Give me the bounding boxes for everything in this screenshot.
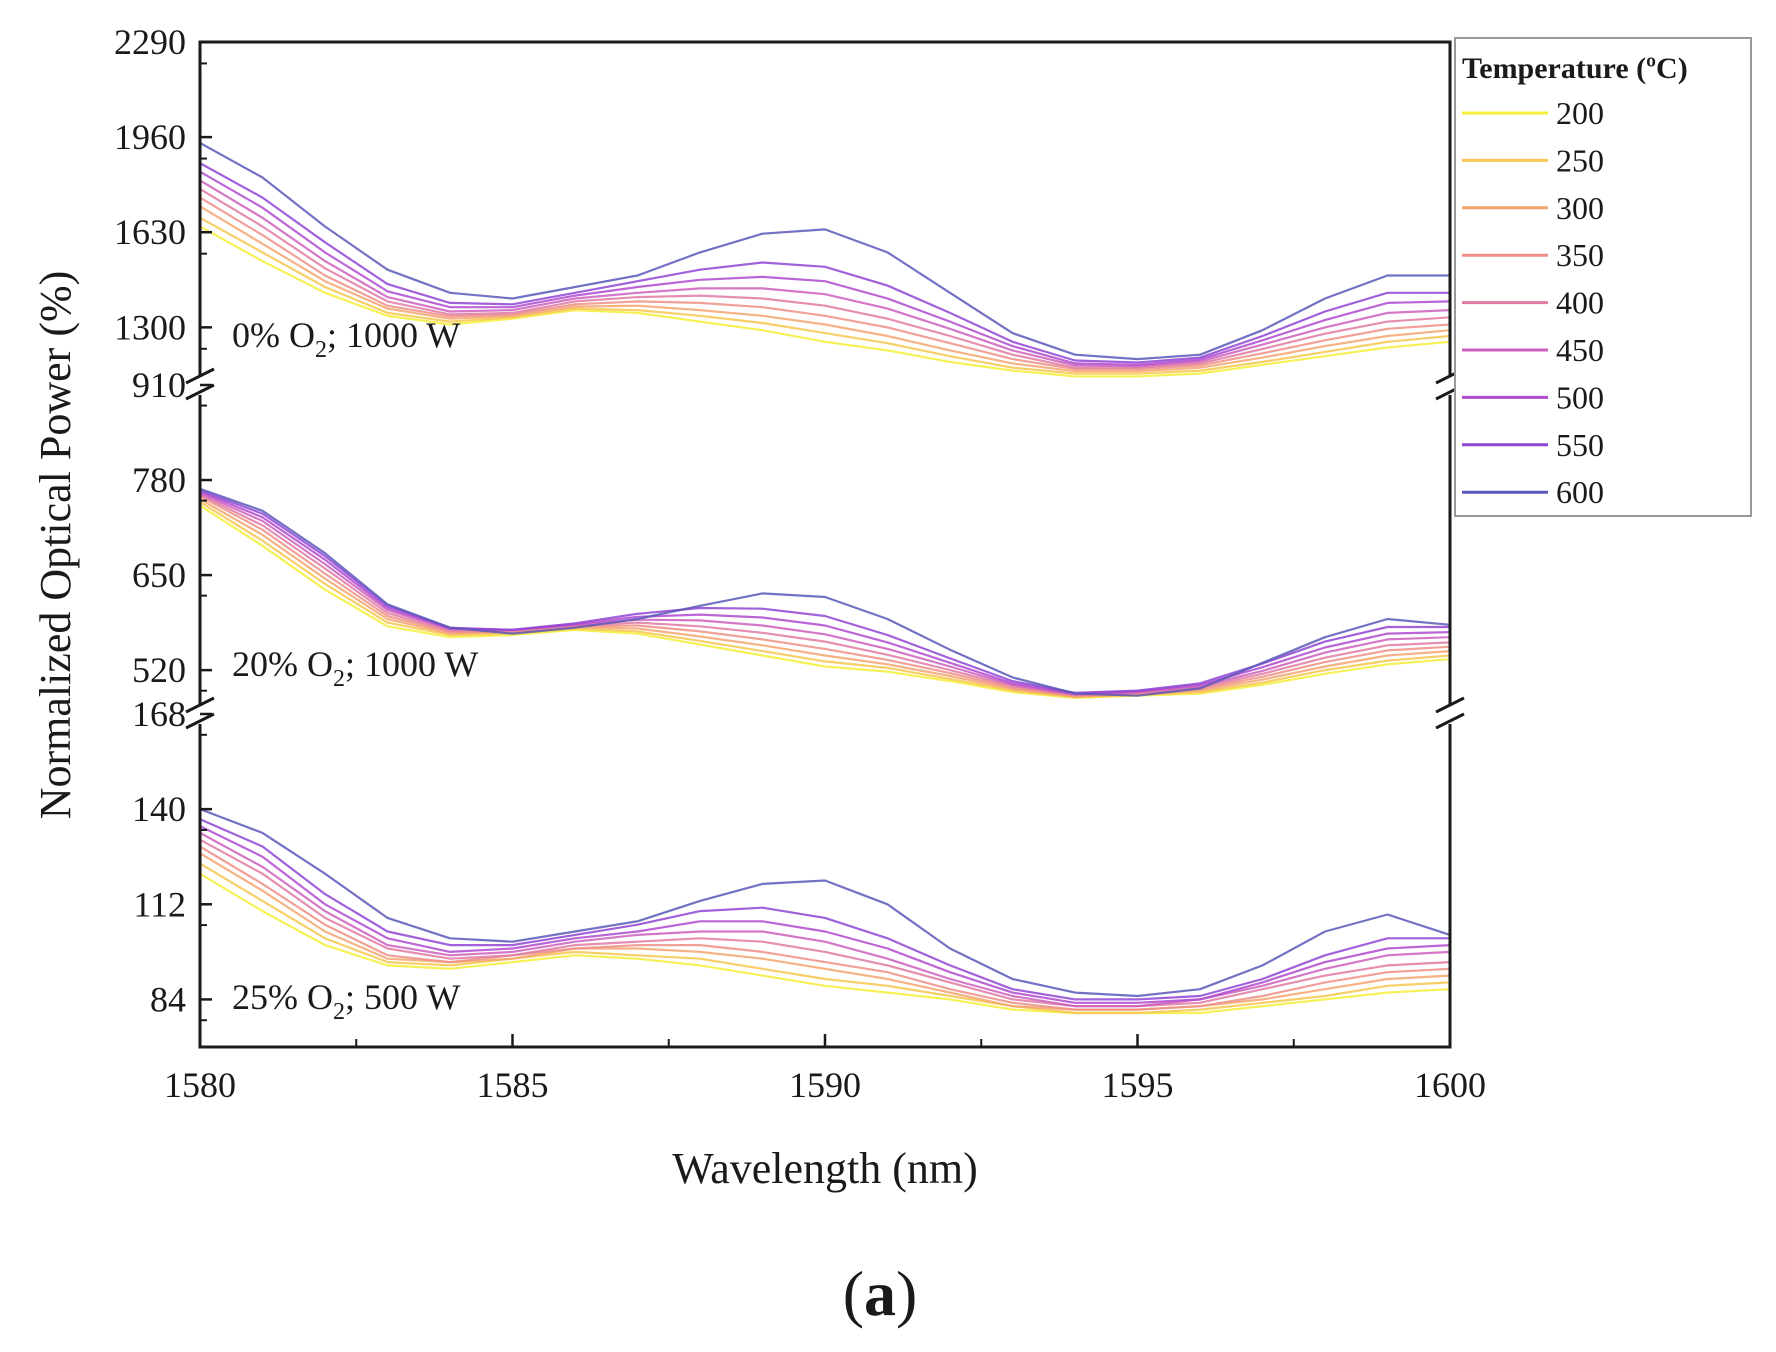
panel-label-main: 0% O [232, 315, 315, 355]
series-line-panel3-500 [199, 825, 1451, 1004]
plot-frame [198, 40, 1452, 1049]
panel-label-main: 25% O [232, 977, 333, 1017]
x-tick-label: 1600 [1414, 1065, 1486, 1105]
y-tick-label: 1960 [114, 117, 186, 157]
legend-label-250: 250 [1556, 142, 1604, 178]
series-line-panel1-450 [199, 179, 1451, 368]
y-tick-label: 112 [133, 884, 186, 924]
axis-break-slash [185, 712, 215, 730]
series-line-panel2-200 [199, 504, 1451, 700]
legend-label-600: 600 [1556, 474, 1604, 510]
panel-label-1: 0% O2; 1000 W [232, 315, 460, 363]
y-tick-label: 910 [132, 365, 186, 405]
legend-label-350: 350 [1556, 237, 1604, 273]
series-line-panel1-500 [199, 170, 1451, 366]
y-tick-label: 1630 [114, 212, 186, 252]
series-line-panel2-350 [199, 495, 1451, 697]
series-line-panel2-400 [199, 493, 1451, 697]
legend-title: Temperature (ºC) [1462, 52, 1688, 85]
legend-label-300: 300 [1556, 190, 1604, 226]
y-tick-label: 1300 [114, 307, 186, 347]
x-tick-label: 1590 [789, 1065, 861, 1105]
caption-letter: a [864, 1258, 896, 1329]
series-line-panel1-300 [199, 205, 1451, 373]
series-line-panel3-350 [199, 845, 1451, 1011]
series-line-panel1-400 [199, 188, 1451, 369]
plot-area [199, 141, 1451, 1015]
series-line-panel1-550 [199, 162, 1450, 364]
panel-labels: 0% O2; 1000 W20% O2; 1000 W25% O2; 500 W [232, 315, 478, 1025]
panel-label-3: 25% O2; 500 W [232, 977, 460, 1025]
series-line-panel2-250 [199, 501, 1451, 699]
x-tick-label: 1595 [1102, 1065, 1174, 1105]
panel-label-tail: ; 1000 W [327, 315, 460, 355]
y-tick-label: 650 [132, 555, 186, 595]
y-tick-label: 84 [150, 979, 186, 1019]
series-line-panel1-200 [199, 225, 1451, 378]
legend-label-200: 200 [1556, 95, 1604, 131]
series-line-panel3-450 [199, 831, 1451, 1008]
x-axis-ticks: 1580 1585 1590 1595 1600 [164, 1034, 1486, 1105]
series-line-panel3-300 [199, 852, 1451, 1011]
panel-label-tail: ; 1000 W [345, 644, 478, 684]
axis-break-slash [185, 367, 215, 385]
panel-label-subscript: 2 [333, 999, 345, 1025]
axis-break-slash [1435, 696, 1465, 714]
series-line-panel3-550 [199, 818, 1450, 1001]
panel-label-2: 20% O2; 1000 W [232, 644, 478, 692]
x-tick-label: 1580 [164, 1065, 236, 1105]
panel-label-subscript: 2 [333, 666, 345, 692]
series-line-panel2-300 [199, 498, 1451, 698]
y-tick-label: 520 [132, 650, 186, 690]
series-line-panel3-400 [199, 838, 1451, 1008]
figure-caption: (a) [843, 1258, 918, 1329]
y-tick-label: 2290 [114, 22, 186, 62]
series-line-panel3-200 [199, 872, 1451, 1015]
series-line-panel1-250 [199, 216, 1451, 375]
series-line-panel3-600 [199, 808, 1451, 998]
legend-label-400: 400 [1556, 285, 1604, 321]
series-line-panel3-250 [199, 862, 1451, 1015]
legend-label-550: 550 [1556, 427, 1604, 463]
y-axis-ticks: 1300 1630 1960 2290 520 650 780 910 84 112 140 168 [114, 22, 212, 1022]
legend-label-450: 450 [1556, 332, 1604, 368]
y-axis-title: Normalized Optical Power (%) [31, 271, 80, 820]
panel-label-main: 20% O [232, 644, 333, 684]
series-line-panel2-600 [199, 487, 1451, 697]
legend-entries: 200 250 300 350 400 450 500 550 600 [1462, 95, 1604, 510]
y-tick-label: 780 [132, 460, 186, 500]
series-line-panel2-500 [199, 490, 1451, 695]
series-line-panel1-600 [199, 141, 1450, 361]
y-tick-label: 168 [132, 694, 186, 734]
panel-label-subscript: 2 [315, 337, 327, 363]
axis-break-slash [185, 383, 215, 401]
panel-label-tail: ; 500 W [345, 977, 460, 1017]
series-line-panel2-450 [199, 492, 1451, 696]
axis-break-slash [1435, 712, 1465, 730]
y-tick-label: 140 [132, 789, 186, 829]
caption-close: ) [896, 1258, 917, 1329]
legend-label-500: 500 [1556, 379, 1604, 415]
legend-box [1454, 37, 1752, 517]
series-line-panel1-350 [199, 196, 1451, 371]
axis-break-slash [185, 696, 215, 714]
x-tick-label: 1585 [477, 1065, 549, 1105]
legend: Temperature (ºC) 200 250 300 350 400 450 500 55… [1454, 37, 1752, 517]
x-axis-title: Wavelength (nm) [672, 1144, 978, 1193]
caption-open: ( [843, 1258, 864, 1329]
